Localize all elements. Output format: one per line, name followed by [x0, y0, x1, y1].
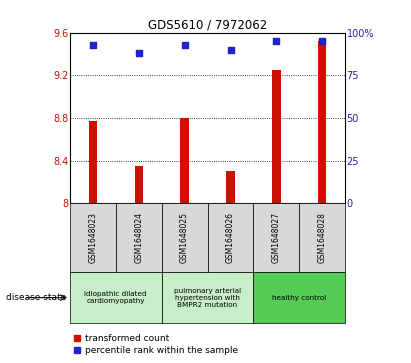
Point [90, 42, 96, 48]
Bar [318, 41, 326, 203]
Text: GSM1648023: GSM1648023 [88, 212, 97, 263]
Bar [180, 118, 189, 203]
Bar [70, 203, 116, 272]
Bar [208, 203, 254, 272]
Text: pulmonary arterial
hypertension with
BMPR2 mutation: pulmonary arterial hypertension with BMP… [174, 287, 241, 308]
Point [227, 47, 234, 53]
Text: idiopathic dilated
cardiomyopathy: idiopathic dilated cardiomyopathy [84, 291, 147, 304]
Text: GSM1648028: GSM1648028 [318, 212, 327, 263]
Point [319, 38, 326, 44]
Legend: transformed count, percentile rank within the sample: transformed count, percentile rank withi… [70, 331, 241, 359]
Text: disease state: disease state [5, 293, 66, 302]
Bar [134, 166, 143, 203]
Text: GSM1648026: GSM1648026 [226, 212, 235, 263]
Bar [70, 272, 162, 323]
Bar [299, 203, 345, 272]
Bar [162, 203, 208, 272]
Point [136, 50, 142, 56]
Text: GSM1648025: GSM1648025 [180, 212, 189, 263]
Bar [116, 203, 162, 272]
Title: GDS5610 / 7972062: GDS5610 / 7972062 [148, 19, 267, 32]
Bar [254, 272, 345, 323]
Bar [254, 203, 299, 272]
Bar [226, 171, 235, 203]
Bar [162, 272, 254, 323]
Bar [272, 70, 281, 203]
Point [273, 38, 279, 44]
Bar [89, 121, 97, 203]
Text: GSM1648024: GSM1648024 [134, 212, 143, 263]
Point [181, 42, 188, 48]
Text: GSM1648027: GSM1648027 [272, 212, 281, 263]
Text: healthy control: healthy control [272, 295, 326, 301]
